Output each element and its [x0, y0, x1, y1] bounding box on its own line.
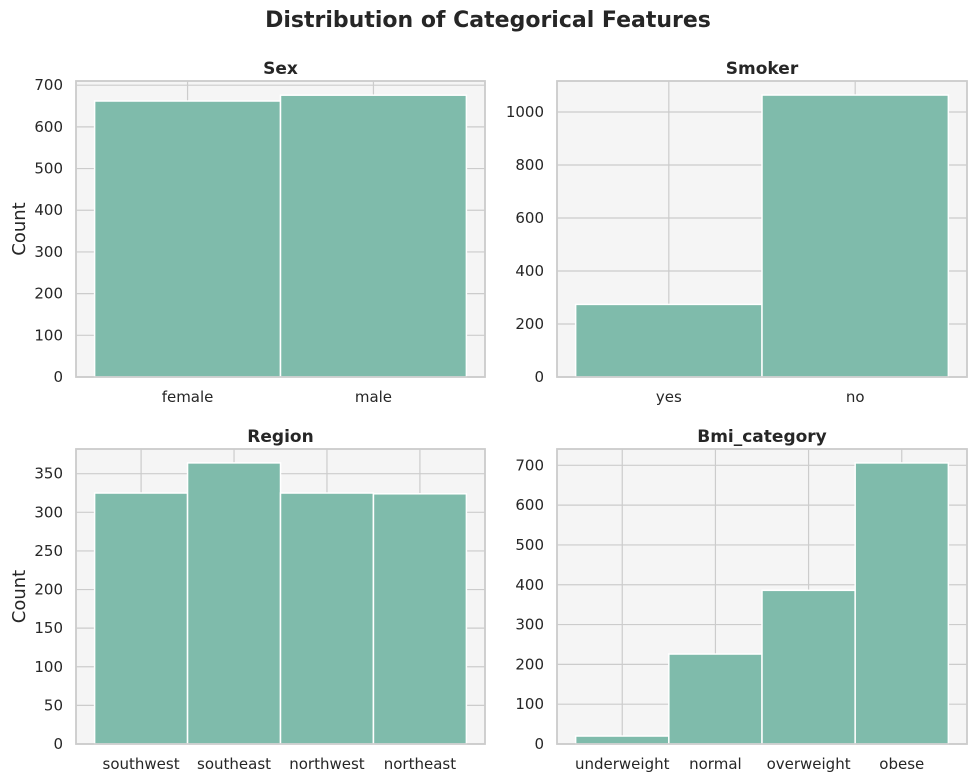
y-tick-label: 100: [34, 658, 63, 676]
subplot-smoker: 0 200 400 600 800 1000 yes no Smoker: [506, 59, 968, 406]
y-axis-label: Count: [9, 570, 30, 623]
y-tick-label: 500: [515, 536, 544, 554]
plot-border: [556, 80, 968, 378]
y-tick-label: 0: [53, 735, 63, 753]
x-tick-label: no: [846, 388, 865, 406]
y-tick-label: 600: [515, 209, 544, 227]
y-tick-label: 600: [515, 496, 544, 514]
bar-underweight: [574, 735, 670, 745]
y-tick-label: 100: [34, 326, 63, 344]
subplot-title: Sex: [263, 59, 298, 79]
plot-border: [75, 80, 486, 378]
x-tick-label: southeast: [197, 755, 271, 773]
bar-southwest: [93, 492, 189, 745]
bar-female: [93, 100, 282, 378]
y-tick-label: 350: [34, 465, 63, 483]
subplot-title: Region: [247, 427, 313, 447]
y-tick-label: 500: [34, 160, 63, 178]
subplot-region: 0 50 100 150 200 250 300 350 southwest southeast n…: [9, 427, 486, 773]
y-tick-label: 200: [515, 315, 544, 333]
y-axis-label: Count: [9, 202, 30, 255]
bar-no: [761, 94, 950, 378]
subplot-title: Smoker: [726, 59, 799, 79]
x-tick-label: yes: [656, 388, 682, 406]
y-tick-label: 100: [515, 695, 544, 713]
y-tick-label: 200: [34, 581, 63, 599]
y-tick-label: 1000: [506, 103, 544, 121]
y-tick-label: 700: [34, 76, 63, 94]
x-tick-label: male: [355, 388, 392, 406]
x-tick-label: obese: [879, 755, 924, 773]
y-tick-label: 200: [34, 285, 63, 303]
x-tick-label: northwest: [289, 755, 365, 773]
x-tick-label: northeast: [384, 755, 456, 773]
y-tick-label: 0: [534, 735, 544, 753]
y-tick-label: 400: [34, 201, 63, 219]
y-tick-label: 300: [515, 616, 544, 634]
y-tick-label: 150: [34, 619, 63, 637]
bar-normal: [668, 653, 763, 745]
x-tick-label: underweight: [575, 755, 670, 773]
y-tick-label: 200: [515, 655, 544, 673]
y-tick-label: 300: [34, 503, 63, 521]
bar-obese: [854, 462, 950, 745]
bar-male: [279, 94, 468, 378]
y-tick-label: 800: [515, 156, 544, 174]
y-tick-label: 300: [34, 243, 63, 261]
subplot-bmi_category: 0 100 200 300 400 500 600 700 underweight normal o…: [515, 427, 968, 773]
y-tick-label: 50: [44, 696, 63, 714]
y-tick-label: 400: [515, 262, 544, 280]
x-tick-label: female: [162, 388, 214, 406]
bar-northwest: [279, 492, 375, 745]
subplot-sex: 0 100 200 300 400 500 600 700 female male Sex Count: [9, 59, 486, 406]
y-tick-label: 400: [515, 576, 544, 594]
bar-northeast: [372, 493, 468, 745]
y-tick-label: 250: [34, 542, 63, 560]
x-tick-label: overweight: [767, 755, 851, 773]
bar-overweight: [761, 589, 856, 745]
figure-title: Distribution of Categorical Features: [265, 8, 711, 33]
plot-border: [556, 448, 968, 745]
x-tick-label: normal: [689, 755, 742, 773]
y-tick-label: 700: [515, 456, 544, 474]
plot-border: [75, 448, 486, 745]
bar-yes: [574, 303, 763, 378]
bar-southeast: [186, 462, 282, 745]
subplot-title: Bmi_category: [697, 427, 827, 447]
y-tick-label: 0: [534, 368, 544, 386]
y-tick-label: 600: [34, 118, 63, 136]
y-tick-label: 0: [53, 368, 63, 386]
x-tick-label: southwest: [103, 755, 180, 773]
